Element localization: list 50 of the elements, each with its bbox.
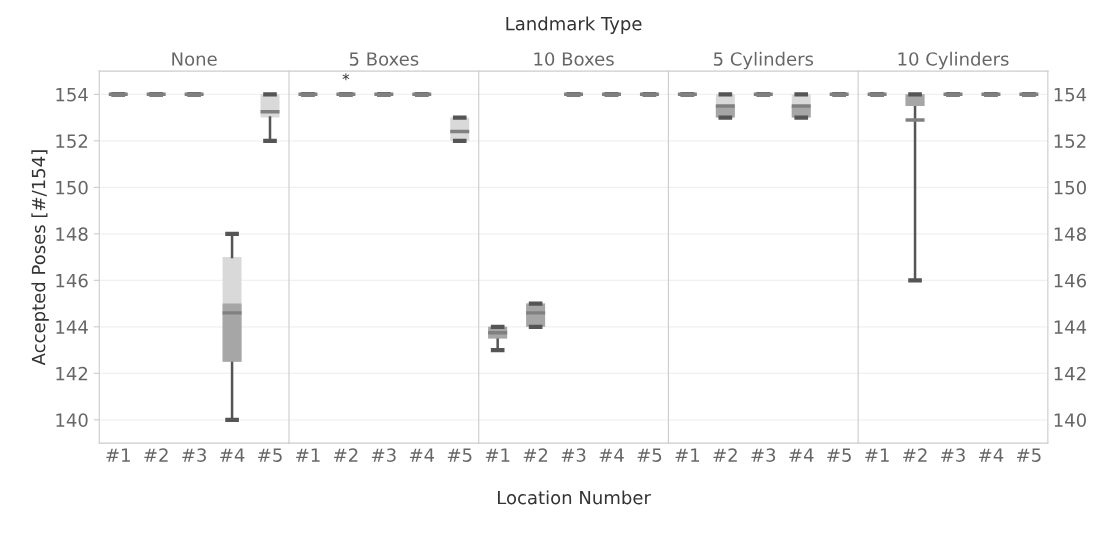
x-tick-label: #1 xyxy=(485,448,510,462)
x-tick-label: #3 xyxy=(182,448,206,462)
y-tick-label: 152 xyxy=(56,134,88,148)
y-tick-label: 154 xyxy=(56,88,88,102)
x-tick-label: #2 xyxy=(903,448,927,462)
y-tick-label: 140 xyxy=(1054,413,1086,427)
x-tick-label: #1 xyxy=(675,448,700,462)
x-tick-label: #3 xyxy=(941,448,965,462)
y-tick-label: 150 xyxy=(1054,180,1086,195)
x-tick-label: #5 xyxy=(447,448,472,462)
x-tick-label: #1 xyxy=(865,448,889,462)
chart-title: 5 Boxes xyxy=(349,52,419,66)
x-tick-label: #3 xyxy=(561,448,586,462)
x-tick-label: #2 xyxy=(713,448,737,462)
x-tick-label: #5 xyxy=(258,448,282,462)
x-tick-label: #3 xyxy=(751,448,776,462)
x-tick-label: #4 xyxy=(789,448,814,462)
chart-title: None xyxy=(172,52,217,66)
x-tick-label: #4 xyxy=(409,448,435,462)
x-tick-label: #1 xyxy=(296,448,320,462)
y-tick-label: 152 xyxy=(1054,134,1086,148)
y-tick-label: 144 xyxy=(56,320,88,334)
annotation: * xyxy=(342,73,350,81)
chart-title: 5 Cylinders xyxy=(713,51,814,70)
x-tick-label: #5 xyxy=(637,448,662,462)
y-tick-label: 140 xyxy=(56,413,88,427)
y-tick-label: 148 xyxy=(56,227,88,241)
chart-title: 10 Cylinders xyxy=(898,51,1009,70)
y-tick-label: 142 xyxy=(1054,366,1086,381)
x-tick-label: #2 xyxy=(144,448,168,462)
y-tick-label: 146 xyxy=(56,273,88,288)
text: Landmark Type xyxy=(506,16,642,34)
x-tick-label: #3 xyxy=(371,448,396,462)
y-tick-label: 150 xyxy=(56,180,88,195)
x-tick-label: #4 xyxy=(599,448,624,462)
y-tick-label: 144 xyxy=(1054,320,1087,334)
chart-title: 10 Boxes xyxy=(534,52,614,66)
x-tick-label: #1 xyxy=(106,448,130,462)
x-tick-label: #2 xyxy=(333,448,358,462)
x-tick-label: #4 xyxy=(979,448,1004,462)
x-tick-label: #2 xyxy=(523,448,548,462)
x-tick-label: #4 xyxy=(220,448,245,462)
x-tick-label: #5 xyxy=(827,448,851,462)
x-tick-label: #5 xyxy=(1016,448,1041,462)
x-axis-title: Location Number xyxy=(498,490,651,505)
y-tick-label: 146 xyxy=(1054,273,1087,288)
y-tick-label: 148 xyxy=(1054,227,1086,241)
y-tick-label: 154 xyxy=(1054,88,1087,102)
y-tick-label: 142 xyxy=(56,366,88,381)
y-axis-title: Accepted Poses [#/154] xyxy=(31,150,49,366)
